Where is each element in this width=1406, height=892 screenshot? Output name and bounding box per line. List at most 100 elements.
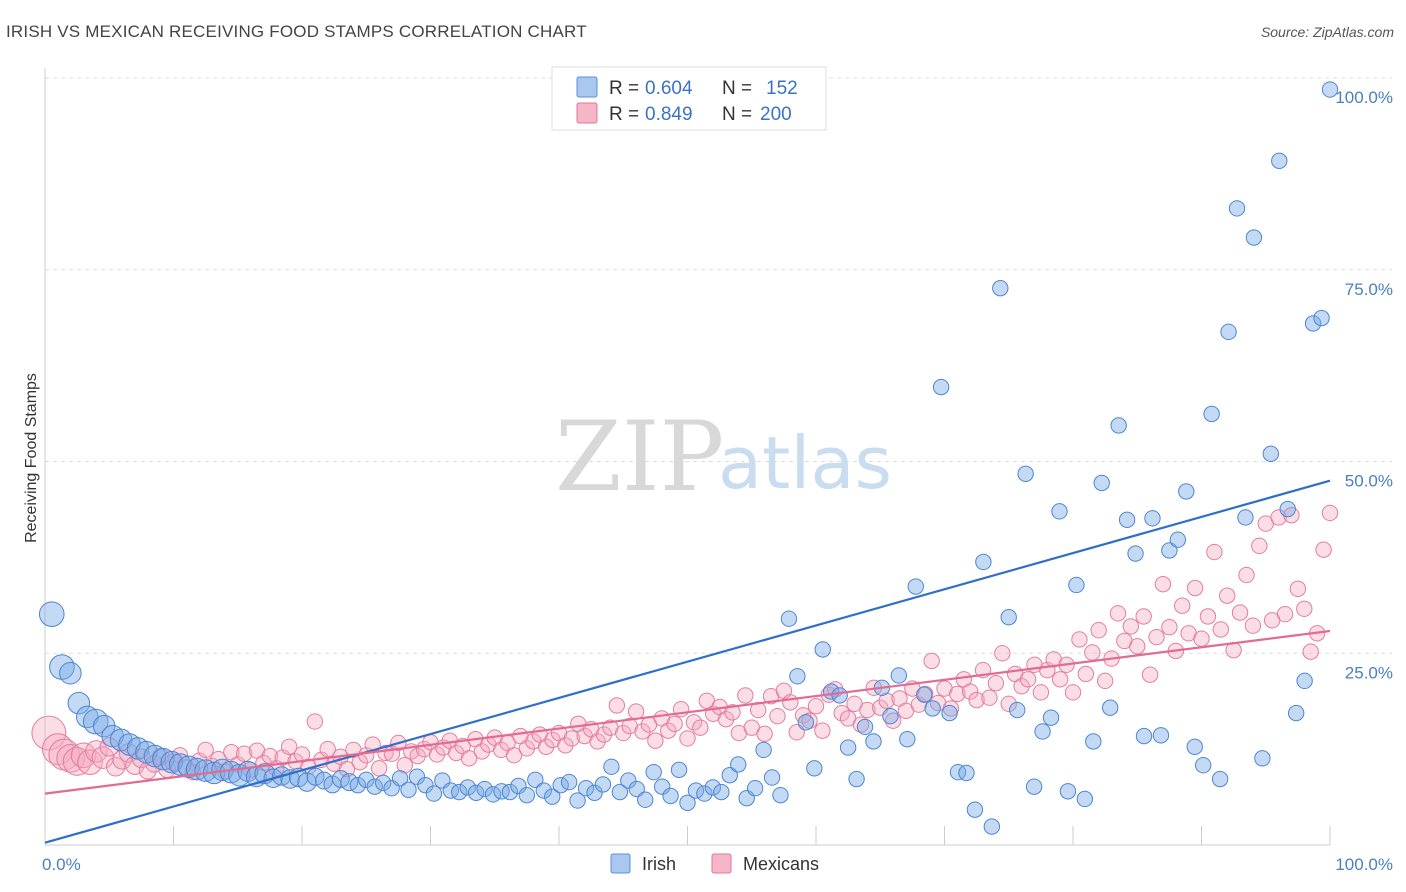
irish-point xyxy=(1085,733,1102,750)
irish-point xyxy=(730,756,747,773)
irish-point xyxy=(645,763,662,781)
irish-point xyxy=(391,770,409,787)
irish-point xyxy=(670,761,688,779)
irish-point xyxy=(366,778,383,795)
mexicans-point xyxy=(987,674,1005,692)
mexicans-point xyxy=(634,723,651,740)
mexicans-point xyxy=(1315,541,1332,558)
irish-point xyxy=(797,714,815,731)
mexicans-point xyxy=(77,749,103,775)
mexicans-point xyxy=(1302,643,1319,660)
irish-point xyxy=(620,772,637,789)
x-tick-labels: 0.0% 100.0% xyxy=(42,855,1393,874)
irish-point xyxy=(679,794,696,812)
irish-point xyxy=(442,782,459,799)
x-tick-label: 0.0% xyxy=(42,855,81,874)
irish-point xyxy=(746,780,764,797)
irish-point xyxy=(306,767,325,786)
mexicans-point xyxy=(1238,566,1255,584)
mexicans-point xyxy=(1199,608,1217,625)
mexicans-point xyxy=(235,745,253,762)
mexicans-point xyxy=(409,747,426,765)
irish-point xyxy=(1296,672,1313,690)
mexicans-point xyxy=(724,704,741,721)
irish-point xyxy=(772,786,789,804)
irish-point xyxy=(1211,770,1229,788)
mexicans-point xyxy=(1129,638,1146,655)
irish-point xyxy=(848,770,865,788)
legend-r-value: 0.604 xyxy=(645,78,693,99)
irish-point xyxy=(780,610,798,627)
legend-n-label: N = xyxy=(722,104,752,125)
irish-point xyxy=(552,776,569,794)
mexicans-point xyxy=(1154,576,1172,593)
watermark-atlas: atlas xyxy=(718,421,892,505)
correlation-legend: R = 0.604 N = 152 R = 0.849 N = 200 xyxy=(551,66,827,131)
irish-point xyxy=(899,730,916,748)
legend-swatch-mexicans xyxy=(711,853,732,874)
axes xyxy=(44,68,1331,846)
irish-point xyxy=(865,733,882,750)
y-tick-label: 25.0% xyxy=(1345,663,1393,682)
irish-point xyxy=(721,767,738,784)
irish-point xyxy=(628,780,645,798)
irish-trend-line xyxy=(44,479,1331,844)
legend-n-label: N = xyxy=(722,78,752,99)
irish-point xyxy=(1144,510,1161,527)
legend-swatch-irish xyxy=(576,76,598,98)
irish-point xyxy=(1262,445,1280,463)
irish-point xyxy=(637,791,654,808)
legend-label-irish: Irish xyxy=(642,854,676,874)
mexicans-point xyxy=(981,689,998,706)
mexicans-point xyxy=(1206,543,1223,561)
irish-point xyxy=(907,578,924,595)
irish-point xyxy=(1051,503,1068,520)
mexicans-point xyxy=(518,740,536,757)
mexicans-point xyxy=(1148,628,1165,646)
mexicans-point xyxy=(1251,537,1268,555)
irish-point xyxy=(1304,315,1322,332)
irish-point xyxy=(417,776,434,794)
mexicans-point xyxy=(280,738,298,756)
mexicans-point xyxy=(814,722,831,739)
irish-point xyxy=(1110,417,1127,434)
mexicans-point xyxy=(370,760,388,777)
x-tick-label: 100.0% xyxy=(1335,855,1393,874)
irish-point xyxy=(1076,790,1094,808)
irish-point xyxy=(1321,81,1339,98)
mexicans-point xyxy=(1064,684,1082,701)
irish-point xyxy=(501,783,519,801)
gridlines xyxy=(45,77,1392,654)
irish-point xyxy=(1102,699,1119,716)
mexicans-point xyxy=(615,724,632,742)
irish-point xyxy=(194,759,217,782)
irish-point xyxy=(1313,309,1330,327)
mexicans-trend-line xyxy=(44,629,1331,795)
irish-point xyxy=(611,783,629,801)
mexicans-point xyxy=(306,713,324,730)
irish-point xyxy=(1194,757,1212,774)
irish-point xyxy=(916,686,933,703)
mexicans-point xyxy=(692,719,709,736)
mexicans-point xyxy=(428,746,446,763)
irish-point xyxy=(890,667,908,684)
mexicans-point xyxy=(563,730,581,747)
y-axis-title: Receiving Food Stamps xyxy=(23,373,40,543)
mexicans-point xyxy=(1231,604,1249,621)
irish-point xyxy=(143,744,167,768)
irish-point xyxy=(687,782,705,799)
source-label: Source: ZipAtlas.com xyxy=(1260,24,1394,40)
legend-n-value: 152 xyxy=(766,78,798,99)
irish-point xyxy=(924,700,941,717)
mexicans-point xyxy=(1071,631,1088,648)
irish-point xyxy=(839,739,857,756)
mexicans-point xyxy=(31,715,67,751)
irish-point xyxy=(966,801,984,818)
irish-point xyxy=(1178,483,1195,500)
irish-point xyxy=(340,773,359,792)
mexicans-point xyxy=(1051,671,1069,688)
mexicans-point xyxy=(85,740,108,763)
mexicans-point xyxy=(782,694,799,711)
mexicans-point xyxy=(647,732,664,749)
irish-point xyxy=(560,773,578,791)
